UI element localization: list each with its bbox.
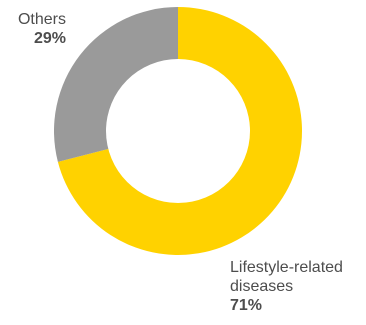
slice-label-name: Lifestyle-related diseases [230,259,343,295]
slice-label-name: Others [17,11,66,28]
slice-label-lifestyle-related-diseases: Lifestyle-related diseases 71% [230,258,366,315]
slice-label-value: 71% [230,297,263,314]
slice-label-value: 29% [33,30,66,47]
slice-label-others: Others 29% [0,10,66,48]
donut-hole [106,59,250,203]
